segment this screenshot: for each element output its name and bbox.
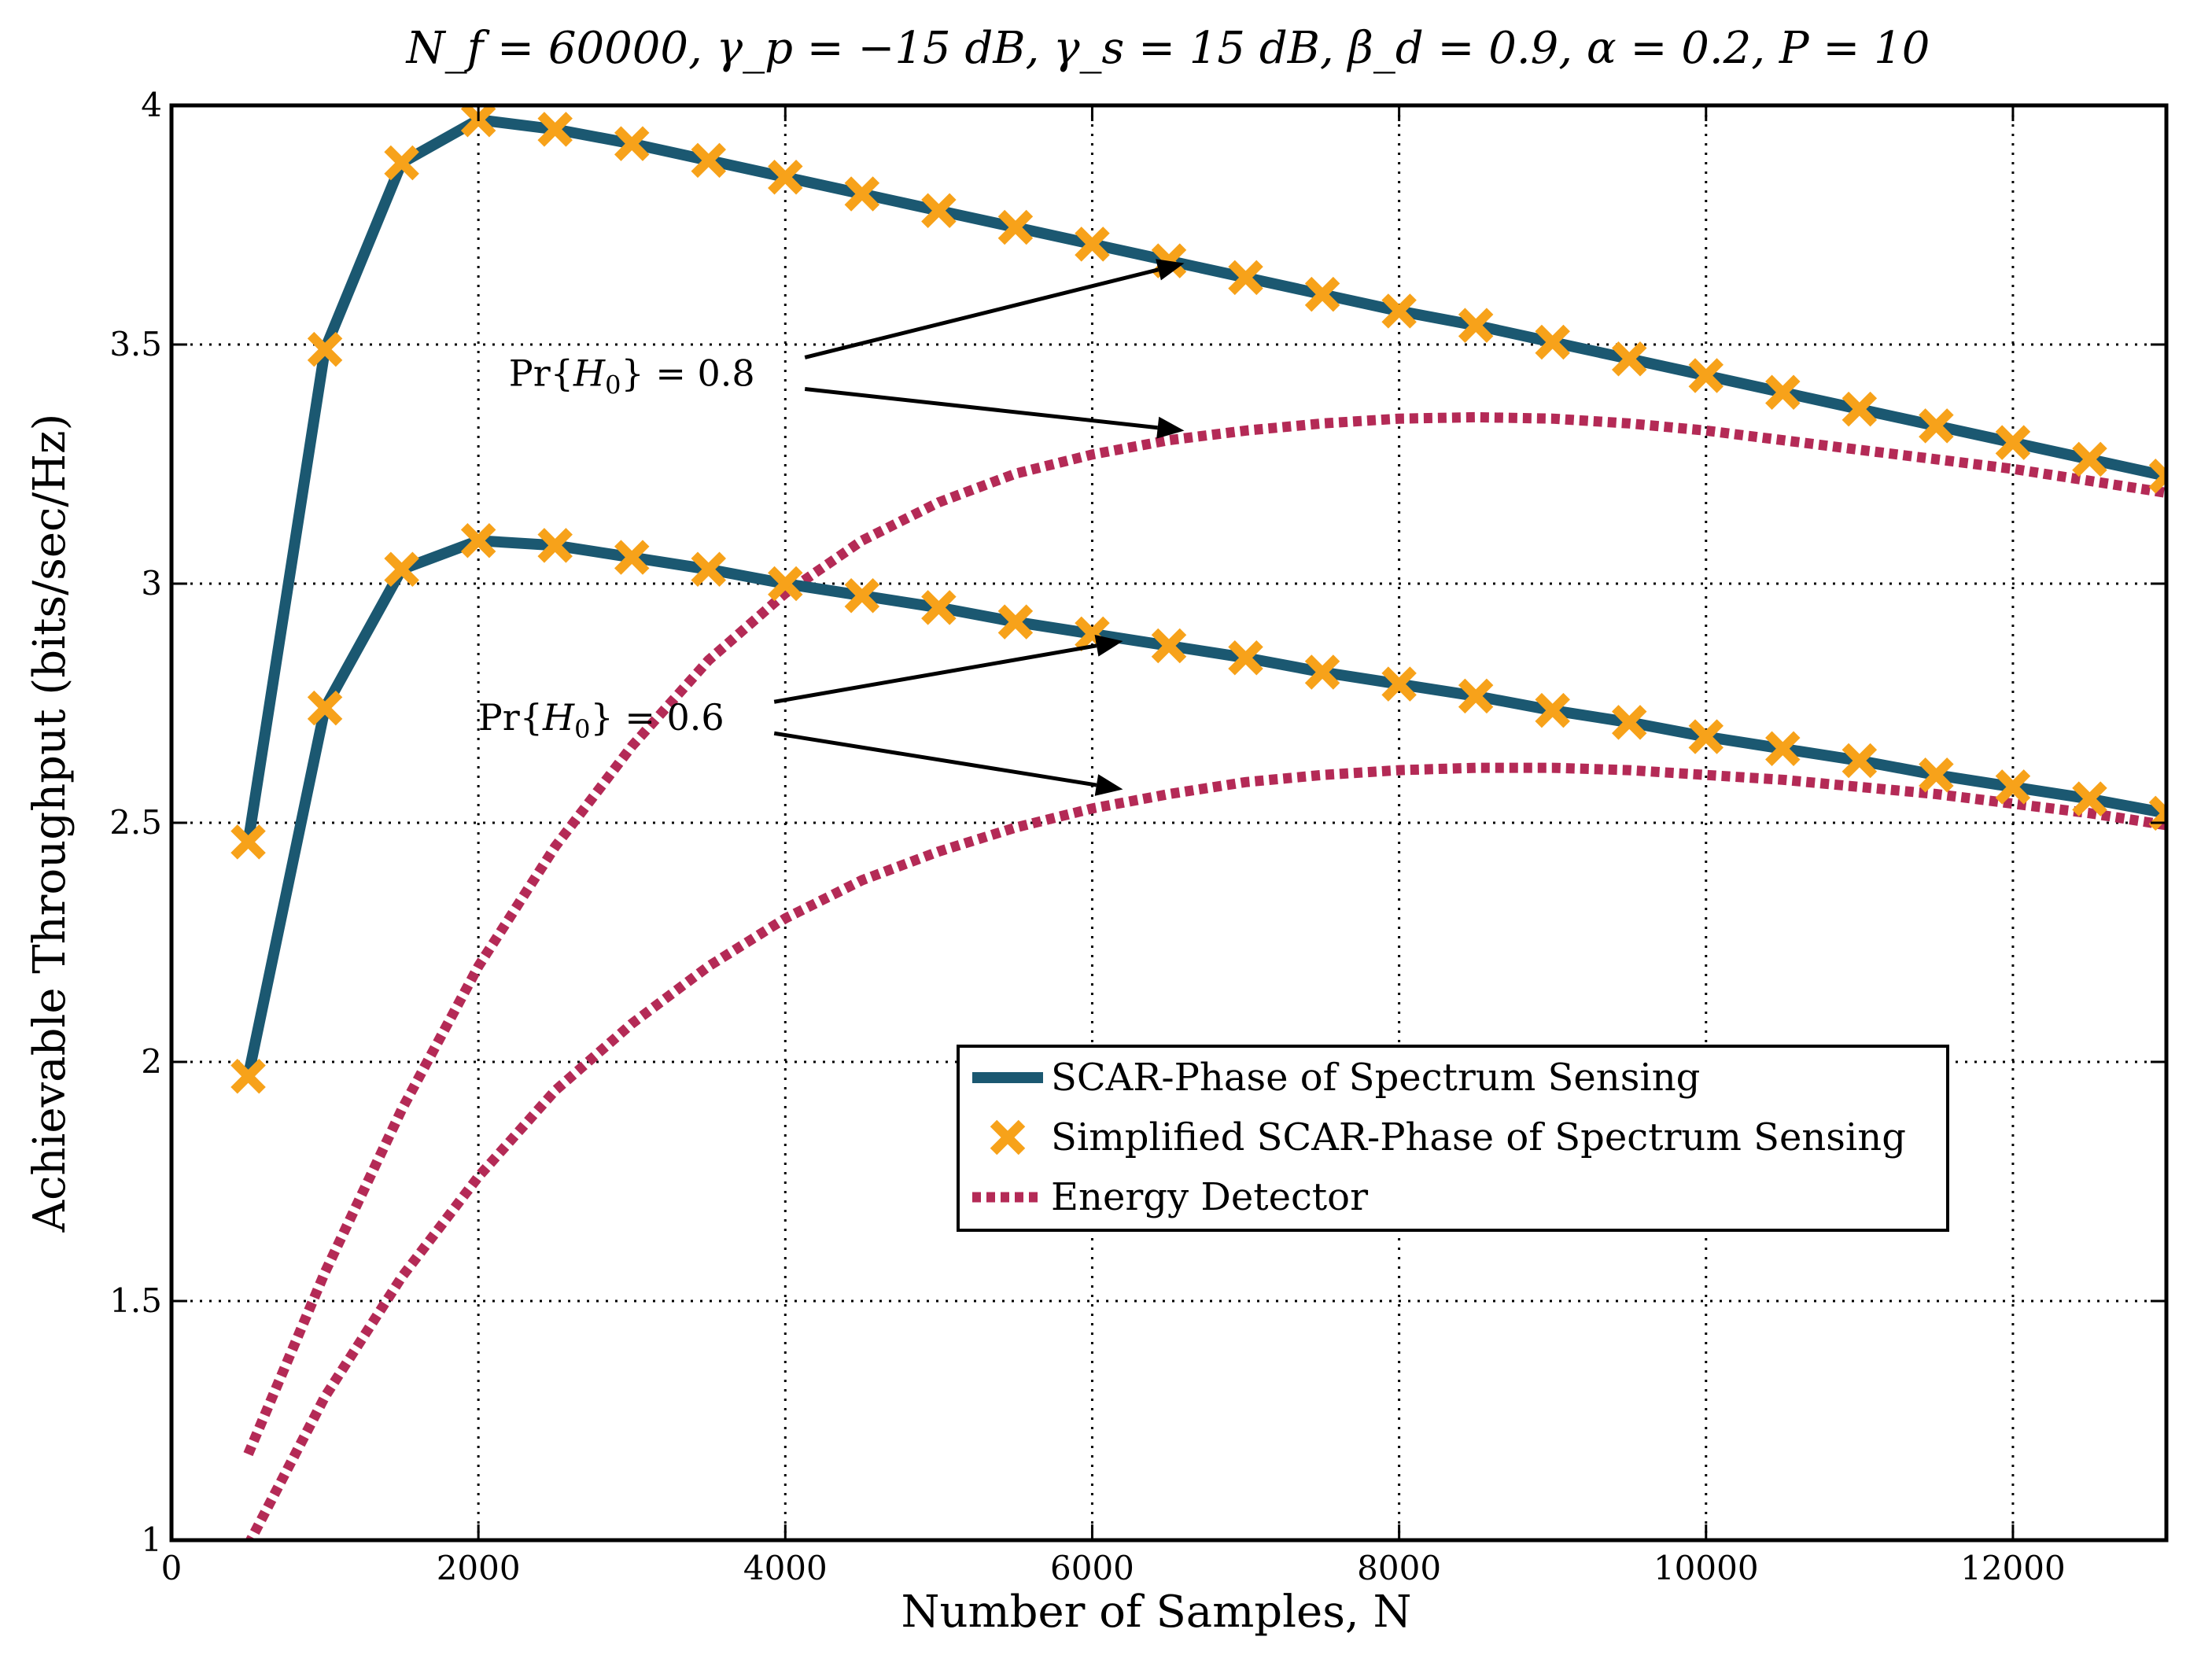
simplified-series-marker [230, 824, 266, 860]
x-tick-label: 12000 [1960, 1549, 2066, 1587]
y-tick-label: 2.5 [109, 803, 162, 842]
annotation-arrow [804, 267, 1159, 359]
simplified-series-marker [2072, 441, 2107, 477]
simplified-series-marker [997, 604, 1034, 640]
annotation-label: Pr{H0} = 0.8 [509, 352, 755, 400]
x-tick-label: 4000 [743, 1549, 828, 1587]
annotation-arrowhead [1094, 635, 1123, 657]
annotation-arrow [773, 731, 1097, 787]
simplified-series-marker [1228, 640, 1263, 676]
annotation-layer: Pr{H0} = 0.8 Pr{H0} = 0.6 [478, 259, 1185, 796]
simplified-series-marker [691, 142, 727, 179]
x-tick-label: 8000 [1357, 1549, 1441, 1587]
annotation-arrowhead [1156, 416, 1185, 439]
simplified-series-marker [1304, 654, 1340, 690]
legend-swatch-simplified [990, 1119, 1026, 1156]
y-tick-label: 4 [141, 86, 162, 124]
simplified-series-marker [921, 193, 957, 229]
annotation-arrowhead [1156, 259, 1185, 281]
simplified-series-marker [460, 523, 496, 558]
simplified-series-marker [1688, 358, 1724, 393]
scar-series-line [242, 114, 2166, 843]
simplified-series-marker [1611, 341, 1647, 377]
simplified-series-marker [1228, 260, 1263, 296]
simplified-series-marker [1151, 628, 1187, 664]
simplified-series-marker [1458, 308, 1494, 343]
simplified-series-marker [537, 528, 573, 563]
y-tick-label: 1.5 [109, 1281, 162, 1320]
legend-box [957, 1045, 1949, 1232]
y-tick-label: 1 [141, 1520, 162, 1559]
simplified-series-marker [1841, 743, 1878, 779]
simplified-series-marker [614, 540, 650, 575]
y-tick-label: 3 [141, 564, 162, 603]
axis-ticks: 0 2000 4000 6000 8000 10000 12000 1 1.5 2 2.5 3 3.5 4 [109, 86, 2166, 1587]
simplified-series-marker [2072, 781, 2107, 816]
x-tick-label: 10000 [1653, 1549, 1759, 1587]
simplified-series-marker [768, 159, 803, 195]
x-tick-label: 6000 [1050, 1549, 1134, 1587]
simplified-series-marker [1304, 276, 1340, 312]
simplified-series-marker [921, 590, 957, 625]
legend-label: Energy Detector [1051, 1175, 1368, 1219]
legend-label: Simplified SCAR-Phase of Spectrum Sensin… [1051, 1115, 1906, 1159]
annotation-label: Pr{H0} = 0.6 [478, 696, 724, 744]
simplified-series-marker [230, 1058, 266, 1094]
x-tick-label: 2000 [437, 1549, 521, 1587]
simplified-series-marker [1535, 324, 1570, 360]
simplified-series-marker [1765, 731, 1801, 767]
simplified-series-marker [307, 331, 343, 367]
simplified-series-marker [1765, 374, 1801, 411]
simplified-series-marker [1075, 227, 1110, 262]
simplified-series-marker [384, 145, 419, 181]
energy-detector-series-line [245, 762, 2166, 1540]
x-tick-label: 0 [161, 1549, 182, 1587]
simplified-series-marker [537, 112, 573, 147]
simplified-series-marker [1381, 666, 1417, 702]
simplified-series-marker [1458, 678, 1494, 714]
simplified-series-marker [997, 209, 1034, 245]
annotation-arrow [773, 643, 1097, 704]
annotation-arrow [804, 386, 1158, 430]
annotation-arrowhead [1094, 774, 1123, 796]
simplified-series-marker [1919, 757, 1954, 793]
simplified-series-marker [614, 126, 650, 161]
simplified-series-marker [844, 176, 880, 212]
y-tick-label: 2 [141, 1042, 162, 1081]
legend: SCAR-Phase of Spectrum Sensing Simplified… [957, 1045, 1949, 1232]
chart-title: N_f = 60000, γ_p = −15 dB, γ_s = 15 dB, … [405, 23, 1930, 74]
y-tick-label: 3.5 [109, 325, 162, 363]
legend-label: SCAR-Phase of Spectrum Sensing [1051, 1056, 1700, 1100]
simplified-series-marker [307, 690, 343, 726]
simplified-series-marker [2148, 458, 2166, 494]
simplified-series-marker [1995, 425, 2031, 460]
scar-series-line [242, 535, 2166, 1078]
simplified-series-marker [1611, 705, 1647, 740]
simplified-series-marker [1688, 719, 1724, 754]
simplified-series-marker [384, 551, 419, 588]
simplified-series-marker [768, 566, 803, 602]
simplified-series-marker [1535, 692, 1570, 728]
y-axis-label: Achievable Throughput (bits/sec/Hz) [24, 414, 76, 1233]
simplified-series-marker [1919, 408, 1954, 444]
simplified-series-marker [1381, 293, 1417, 329]
simplified-series-marker [691, 551, 727, 588]
simplified-series-marker [844, 577, 880, 614]
simplified-series-marker [1995, 769, 2031, 805]
series-layer [230, 105, 2166, 1540]
x-axis-label: Number of Samples, N [901, 1587, 1411, 1638]
simplified-series-marker [1841, 391, 1878, 427]
